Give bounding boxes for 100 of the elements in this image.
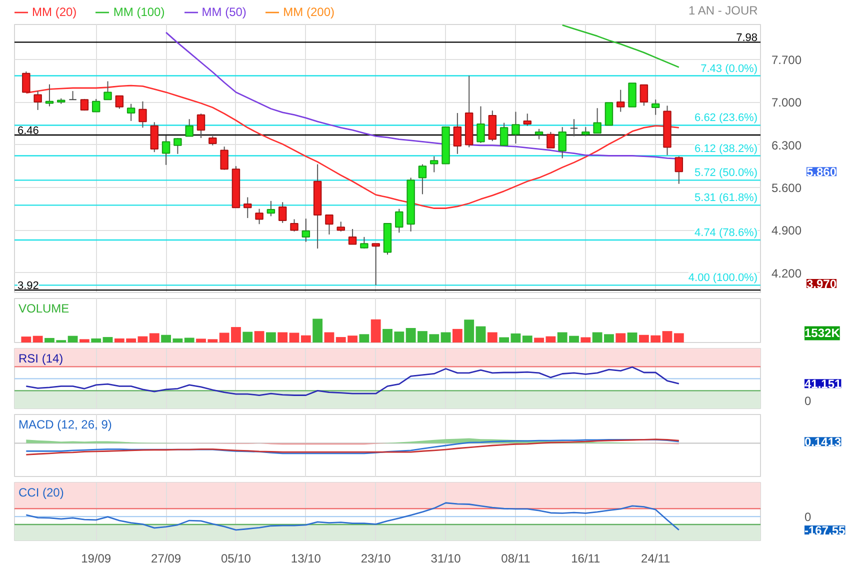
bar xyxy=(312,318,323,342)
candlestick xyxy=(616,89,625,112)
text: 0 xyxy=(804,394,812,408)
ref-line-label: 6.62 (23.6%) xyxy=(694,112,758,124)
candlestick xyxy=(336,221,345,232)
chart-title: CCI (20) xyxy=(18,486,64,500)
y-tick-label: 7.700 xyxy=(772,52,802,67)
text: 41.151 xyxy=(804,377,842,392)
candlestick xyxy=(196,113,206,139)
bar xyxy=(254,331,264,342)
legend-label: MM (20) xyxy=(32,5,77,19)
bar xyxy=(300,335,311,342)
candlestick xyxy=(45,84,54,107)
bar xyxy=(452,328,462,342)
bar xyxy=(487,332,498,342)
candlestick xyxy=(558,126,566,159)
candlestick xyxy=(674,156,684,184)
text: 5.860 xyxy=(806,165,837,180)
y-tick-label: 6.300 xyxy=(772,138,802,152)
candlestick xyxy=(150,122,158,153)
candlestick xyxy=(604,102,614,126)
candlestick xyxy=(546,131,555,148)
y-tick-label: 4.200 xyxy=(772,266,802,280)
bar xyxy=(674,333,684,342)
candlestick xyxy=(453,112,462,154)
bar xyxy=(522,336,532,342)
bar xyxy=(464,320,474,342)
candlestick xyxy=(418,164,427,195)
x-tick-label: 24/11 xyxy=(641,552,670,566)
candlestick xyxy=(34,90,42,110)
candlestick xyxy=(290,218,298,232)
ref-line-label: 5.31 (61.8%) xyxy=(694,192,758,204)
chart-title: MACD (12, 26, 9) xyxy=(18,418,112,432)
candlestick xyxy=(430,156,438,173)
candlestick xyxy=(512,111,520,144)
candlestick xyxy=(534,128,544,140)
candlestick xyxy=(593,108,602,134)
candlestick xyxy=(278,202,287,224)
ref-line-label: 3.92 xyxy=(18,280,39,292)
text: -167.55 xyxy=(804,523,846,538)
candlestick xyxy=(476,106,485,144)
ref-line-label: 6.46 xyxy=(18,124,39,137)
x-tick-label: 31/10 xyxy=(430,552,462,566)
bar xyxy=(580,337,591,342)
candlestick xyxy=(325,214,334,236)
bar xyxy=(289,332,300,342)
candlestick xyxy=(640,84,648,106)
bar xyxy=(476,326,486,342)
candlestick xyxy=(138,100,147,128)
ref-line-label: 5.72 (50.0%) xyxy=(694,167,758,180)
bar xyxy=(149,333,160,342)
chart-title: RSI (14) xyxy=(18,352,64,366)
candlestick xyxy=(68,90,77,100)
x-tick-label: 08/11 xyxy=(501,552,531,566)
bar xyxy=(32,336,43,342)
ref-line-label: 6.12 (38.2%) xyxy=(694,142,758,155)
text: 1532K xyxy=(804,326,840,340)
y-tick-label: 4.900 xyxy=(772,224,802,238)
x-tick-label: 23/10 xyxy=(360,552,392,566)
x-tick-label: 27/09 xyxy=(151,552,182,566)
candlestick xyxy=(570,118,578,137)
bar xyxy=(68,336,78,342)
ref-line-label: 4.74 (78.6%) xyxy=(694,227,758,239)
candlestick xyxy=(395,208,404,234)
chart-title: VOLUME xyxy=(18,302,70,316)
bar xyxy=(440,332,451,342)
bar xyxy=(278,332,288,342)
bar xyxy=(616,333,626,342)
candlestick xyxy=(174,138,182,154)
text: 3.970 xyxy=(806,277,837,291)
y-tick-label: 5.600 xyxy=(772,181,802,195)
bar xyxy=(138,336,148,342)
candlestick xyxy=(104,80,112,100)
text: 0.1413 xyxy=(804,435,842,450)
x-tick-label: 05/10 xyxy=(220,552,252,566)
text: 0 xyxy=(804,510,812,524)
x-tick-label: 19/09 xyxy=(81,552,112,566)
bar xyxy=(102,337,113,342)
bar xyxy=(627,332,638,342)
candlestick xyxy=(220,146,228,170)
candlestick xyxy=(488,110,497,142)
candlestick xyxy=(244,196,252,219)
bar xyxy=(324,332,334,342)
bar xyxy=(359,334,370,342)
candlestick xyxy=(185,118,194,137)
candlestick xyxy=(500,122,508,146)
candlestick xyxy=(582,126,590,137)
x-tick-label: 16/11 xyxy=(571,552,601,566)
bar xyxy=(266,332,276,342)
candlestick xyxy=(92,98,100,112)
x-tick-label: 13/10 xyxy=(290,552,322,566)
legend-label: MM (100) xyxy=(113,5,165,19)
candlestick xyxy=(302,218,310,242)
bar xyxy=(21,336,32,342)
candlestick xyxy=(372,243,380,286)
candlestick xyxy=(255,208,264,225)
bar xyxy=(242,332,253,342)
ref-line-label: 7.43 (0.0%) xyxy=(700,62,758,75)
candlestick xyxy=(348,228,357,245)
candlestick xyxy=(523,113,532,126)
